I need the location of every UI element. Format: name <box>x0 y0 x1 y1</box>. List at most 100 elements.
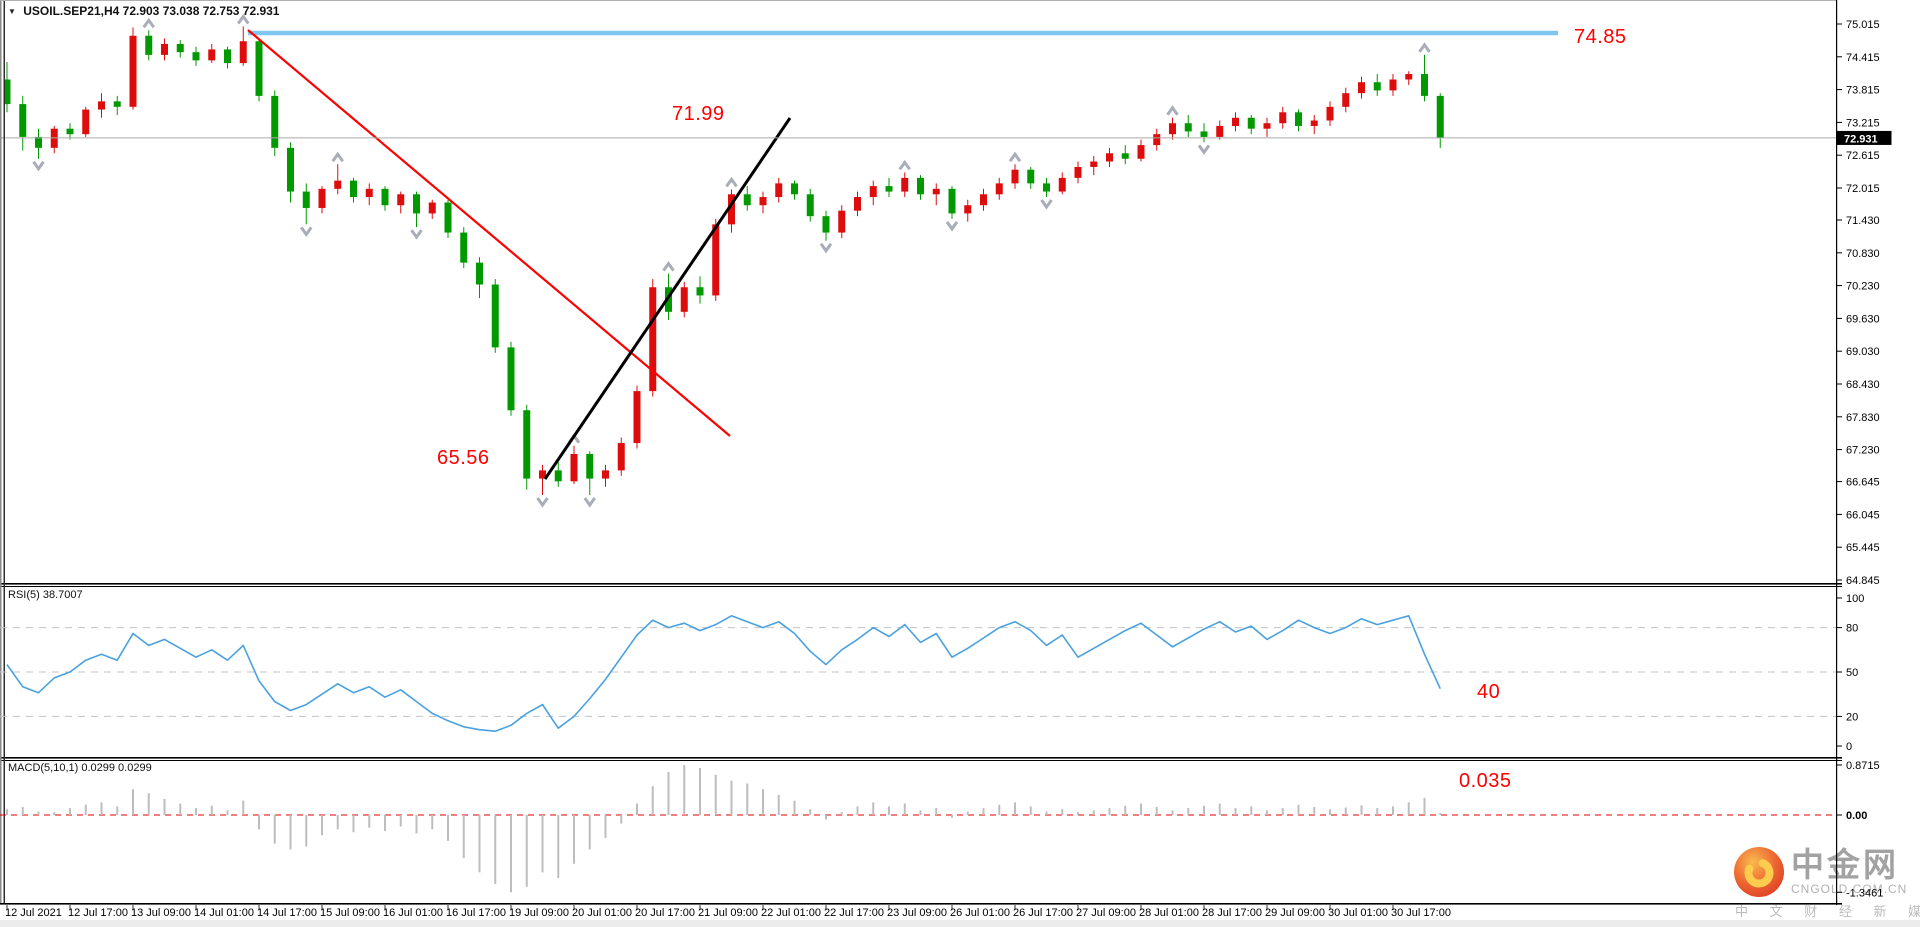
price-tick-label: 68.430 <box>1846 379 1880 391</box>
candle-body <box>1106 153 1113 162</box>
candle-body <box>145 35 153 55</box>
fractal-up-icon <box>1418 42 1431 53</box>
candle-body <box>1436 95 1444 138</box>
candle-body <box>806 194 814 217</box>
candle-body <box>491 284 499 348</box>
time-tick-label: 13 Jul 09:00 <box>131 907 191 919</box>
fractal-up-icon <box>331 151 344 163</box>
candle-body <box>428 202 436 214</box>
candlestick-series[interactable] <box>3 26 1444 495</box>
fractal-up-icon <box>662 260 675 272</box>
candle-body <box>1405 74 1413 80</box>
price-tick-label: 66.045 <box>1846 509 1880 521</box>
candle-body <box>901 177 909 192</box>
price-tick-label: 71.430 <box>1846 215 1880 227</box>
candle-body <box>192 52 200 61</box>
fractal-up-icon <box>898 159 911 171</box>
time-tick-label: 14 Jul 01:00 <box>194 907 254 919</box>
price-tick-label: 69.030 <box>1846 346 1880 358</box>
candle-body <box>1153 134 1161 146</box>
price-tick-label: 75.015 <box>1846 19 1880 31</box>
current-price-badge-label: 72.931 <box>1844 133 1878 145</box>
time-tick-label: 26 Jul 17:00 <box>1013 907 1073 919</box>
price-tick-label: 66.645 <box>1846 477 1880 489</box>
time-tick-label: 26 Jul 01:00 <box>950 907 1010 919</box>
candle-body <box>791 183 798 195</box>
candle-body <box>1389 79 1397 91</box>
candle-body <box>838 210 846 233</box>
time-tick-label: 12 Jul 2021 <box>5 907 62 919</box>
candle-body <box>617 443 625 471</box>
watermark: 中金网 CNGOLD.COM.CN 中 文 财 经 新 媒 体 <box>1733 846 1920 920</box>
chart-title: ▼ USOIL.SEP21,H4 72.903 73.038 72.753 72… <box>8 4 279 18</box>
candle-body <box>869 186 877 198</box>
candle-body <box>271 95 279 148</box>
fractal-up-icon <box>142 17 155 29</box>
ascending-trendline[interactable] <box>543 117 792 480</box>
candle-body <box>728 194 735 225</box>
fractal-down-icon <box>536 497 549 508</box>
candle-body <box>19 104 27 137</box>
chart-left-border <box>3 0 5 903</box>
candle-body <box>570 453 578 482</box>
candle-body <box>680 287 688 312</box>
candle-body <box>1295 112 1302 126</box>
time-tick-label: 29 Jul 09:00 <box>1265 907 1325 919</box>
fractal-down-icon <box>32 160 45 172</box>
rsi-indicator-label: RSI(5) 38.7007 <box>8 589 83 601</box>
price-axis-border <box>1836 0 1838 905</box>
time-axis[interactable]: 12 Jul 2021 12 Jul 17:00 13 Jul 09:00 14 Ju… <box>5 905 1451 919</box>
candle-body <box>995 183 1003 195</box>
time-tick-label: 28 Jul 01:00 <box>1139 907 1199 919</box>
fractal-up-icon <box>237 13 250 25</box>
time-tick-label: 22 Jul 17:00 <box>824 907 884 919</box>
fractal-markers <box>32 13 1431 508</box>
candle-body <box>82 109 90 135</box>
panel-separator <box>0 757 1842 759</box>
candle-body <box>129 35 137 107</box>
candle-body <box>460 232 468 263</box>
symbol-dropdown-arrow-icon[interactable]: ▼ <box>8 7 16 16</box>
candle-body <box>476 262 483 285</box>
rsi-axis-label: 80 <box>1846 623 1858 635</box>
window-left-edge <box>0 0 2 903</box>
price-axis[interactable]: 75.015 74.415 73.815 73.215 72.615 72.015 71.4… <box>1836 19 1892 587</box>
candle-body <box>1247 117 1255 129</box>
candle-body <box>161 43 168 55</box>
candle-body <box>66 128 74 135</box>
candle-body <box>318 188 326 208</box>
time-tick-label: 23 Jul 09:00 <box>887 907 947 919</box>
candle-body <box>1421 74 1428 96</box>
candle-body <box>822 216 830 233</box>
candle-body <box>1043 183 1050 192</box>
rsi-line <box>6 614 1441 733</box>
candle-body <box>302 191 310 208</box>
descending-trendline[interactable] <box>247 29 731 437</box>
candle-body <box>1216 125 1224 137</box>
macd-panel[interactable]: 0.8715 0.00 -1.3461 <box>0 760 1883 899</box>
time-tick-label: 20 Jul 17:00 <box>635 907 695 919</box>
price-tick-label: 72.015 <box>1846 183 1880 195</box>
macd-indicator-label: MACD(5,10,1) 0.0299 0.0299 <box>8 762 152 774</box>
candle-body <box>1326 106 1334 121</box>
candle-body <box>176 43 184 53</box>
candle-body <box>554 470 562 482</box>
candle-body <box>917 177 924 195</box>
candle-body <box>885 186 893 192</box>
candle-body <box>539 470 546 479</box>
candle-body <box>523 410 531 479</box>
candle-body <box>743 194 751 206</box>
annotation-swing-low: 65.56 <box>437 447 490 469</box>
candle-body <box>1279 112 1287 124</box>
price-tick-label: 73.815 <box>1846 85 1880 97</box>
candle-body <box>1011 169 1019 184</box>
candle-body <box>381 188 389 206</box>
watermark-tagline: 中 文 财 经 新 媒 体 <box>1735 904 1920 919</box>
fractal-down-icon <box>583 497 596 508</box>
panel-separator <box>0 903 1842 905</box>
candle-body <box>712 224 720 296</box>
candle-body <box>775 183 783 198</box>
annotation-macd-level: 0.035 <box>1459 770 1512 792</box>
rsi-panel[interactable]: 100 80 50 20 0 <box>0 593 1864 753</box>
